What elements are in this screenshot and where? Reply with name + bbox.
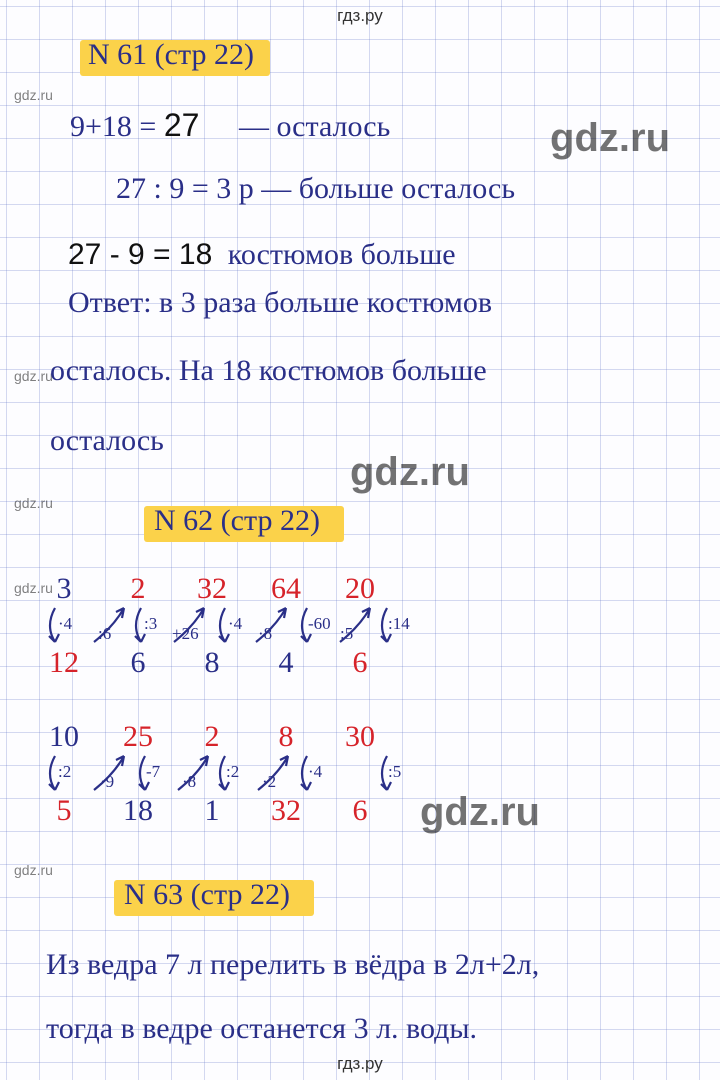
page-footer: гдз.ру xyxy=(0,1054,720,1074)
chain-num: 5 xyxy=(40,794,88,828)
p63-line2: тогда в ведре останется 3 л. воды. xyxy=(46,1012,477,1045)
chain-num: 30 xyxy=(336,720,384,754)
chain-op: :14 xyxy=(388,614,410,634)
chain-num: 8 xyxy=(188,646,236,680)
chain-num: 3 xyxy=(40,572,88,606)
chain-op: -7 xyxy=(146,762,160,782)
problem-title-63: N 63 (стр 22) xyxy=(124,878,290,911)
chain-op: ·4 xyxy=(228,614,242,634)
p61-answer1: Ответ: в 3 раза больше костюмов xyxy=(68,286,492,319)
chain-num: 6 xyxy=(336,646,384,680)
chain-op: :2 xyxy=(58,762,71,782)
note-text: костюмов больше xyxy=(228,238,456,271)
watermark-small: gdz.ru xyxy=(14,368,53,384)
chain-op: :5 xyxy=(388,762,401,782)
watermark-large: gdz.ru xyxy=(350,450,470,495)
watermark-small: gdz.ru xyxy=(14,87,53,103)
page-header: гдз.ру xyxy=(0,6,720,26)
note-text: — осталось xyxy=(239,110,390,143)
chain-op: -60 xyxy=(308,614,331,634)
chain-op: :2 xyxy=(226,762,239,782)
typed-expr: 27 - 9 = 18 xyxy=(68,238,212,271)
expr-text: 9+18 = xyxy=(70,110,156,143)
watermark-small: gdz.ru xyxy=(14,495,53,511)
watermark-large: gdz.ru xyxy=(550,116,670,161)
number-chain-2: 10 25 2 8 30 :2 ·9 -7 ·8 :2 ·2 ·4 :5 5 1… xyxy=(40,720,460,828)
chain-op: ·2 xyxy=(262,772,276,792)
chain-num: 2 xyxy=(114,572,162,606)
chain-num: 32 xyxy=(188,572,236,606)
chain-op: ·4 xyxy=(308,762,322,782)
chain-num: 12 xyxy=(40,646,88,680)
number-chain-1: 3 2 32 64 20 ·4 :6 :3 +26 ·4 ·8 -60 :5 :… xyxy=(40,572,460,680)
p61-line1: 9+18 = 27 — осталось xyxy=(70,108,390,143)
chain-op: :3 xyxy=(144,614,157,634)
typed-result: 27 xyxy=(164,107,200,143)
chain-num: 1 xyxy=(188,794,236,828)
chain-num: 8 xyxy=(262,720,310,754)
problem-title-61: N 61 (стр 22) xyxy=(88,38,254,71)
p63-line1: Из ведра 7 л перелить в вёдра в 2л+2л, xyxy=(46,948,539,981)
chain-num: 18 xyxy=(114,794,162,828)
chain-num: 6 xyxy=(336,794,384,828)
p61-answer3: осталось xyxy=(50,424,164,457)
chain-num: 10 xyxy=(40,720,88,754)
chain-num: 64 xyxy=(262,572,310,606)
chain-op: ·8 xyxy=(182,772,196,792)
chain-num: 32 xyxy=(262,794,310,828)
squared-paper-grid xyxy=(0,0,720,1080)
chain-op: +26 xyxy=(172,624,199,644)
p61-line3: 27 - 9 = 18 костюмов больше xyxy=(68,238,456,271)
chain-op: ·4 xyxy=(58,614,72,634)
chain-op: ·9 xyxy=(100,772,114,792)
chain-op: :5 xyxy=(340,624,353,644)
chain-num: 2 xyxy=(188,720,236,754)
chain-num: 6 xyxy=(114,646,162,680)
watermark-small: gdz.ru xyxy=(14,862,53,878)
chain-num: 20 xyxy=(336,572,384,606)
chain-num: 4 xyxy=(262,646,310,680)
problem-title-62: N 62 (стр 22) xyxy=(154,504,320,537)
chain-op: ·8 xyxy=(258,624,272,644)
chain-op: :6 xyxy=(98,624,111,644)
chain-num: 25 xyxy=(114,720,162,754)
p61-line2: 27 : 9 = 3 р — больше осталось xyxy=(116,172,515,205)
p61-answer2: осталось. На 18 костюмов больше xyxy=(50,354,487,387)
